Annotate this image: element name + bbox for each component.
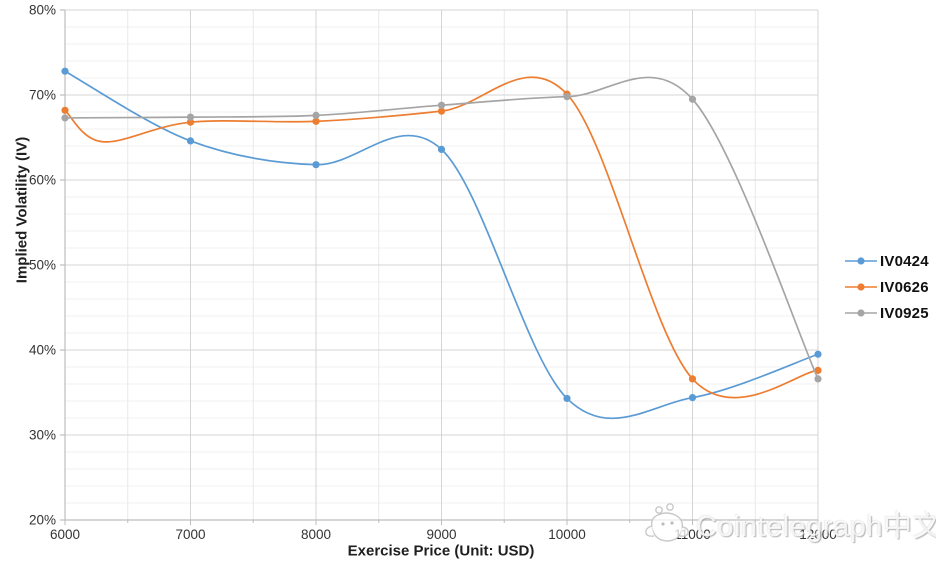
legend-marker-icon bbox=[845, 257, 877, 265]
data-point-IV0925 bbox=[688, 95, 697, 103]
y-tick-label: 50% bbox=[29, 258, 56, 273]
data-point-IV0626 bbox=[312, 117, 320, 125]
legend-item-iv0626: IV0626 bbox=[845, 274, 929, 300]
data-point-IV0424 bbox=[312, 161, 320, 169]
x-tick-label: 9000 bbox=[426, 527, 456, 542]
data-point-IV0424 bbox=[563, 394, 571, 403]
data-point-IV0424 bbox=[814, 350, 822, 358]
y-axis-title: Implied Volatility (IV) bbox=[13, 136, 31, 284]
data-point-IV0925 bbox=[312, 111, 320, 119]
data-point-IV0424 bbox=[437, 145, 446, 153]
y-tick-label: 40% bbox=[29, 343, 56, 358]
legend-marker-icon bbox=[845, 309, 877, 317]
axes bbox=[60, 9, 819, 525]
x-axis-title: Exercise Price (Unit: USD) bbox=[347, 542, 535, 560]
major-gridlines bbox=[64, 9, 819, 521]
y-axis-tick-labels: 20% 30% 40% 50% 60% 70% 80% bbox=[29, 3, 56, 528]
data-point-IV0626 bbox=[61, 106, 69, 114]
data-point-IV0626 bbox=[688, 375, 697, 383]
legend-label: IV0925 bbox=[880, 304, 929, 322]
legend-marker-icon bbox=[845, 283, 877, 291]
data-point-IV0925 bbox=[814, 375, 822, 383]
data-point-IV0424 bbox=[61, 67, 69, 75]
data-point-IV0925 bbox=[563, 93, 571, 101]
y-tick-label: 60% bbox=[29, 173, 56, 188]
data-point-IV0925 bbox=[61, 114, 69, 122]
data-point-IV0626 bbox=[437, 107, 446, 115]
data-point-IV0424 bbox=[186, 137, 195, 145]
x-tick-label: 12000 bbox=[799, 527, 837, 542]
data-point-IV0424 bbox=[688, 394, 697, 402]
x-tick-label: 7000 bbox=[175, 527, 205, 542]
legend-label: IV0626 bbox=[880, 278, 929, 296]
x-tick-label: 10000 bbox=[548, 527, 586, 542]
series-markers-IV0424 bbox=[61, 67, 822, 403]
y-tick-label: 20% bbox=[29, 513, 56, 528]
legend: IV0424 IV0626 IV0925 bbox=[845, 248, 929, 326]
x-tick-label: 8000 bbox=[301, 527, 331, 542]
data-point-IV0925 bbox=[437, 101, 446, 109]
y-tick-label: 30% bbox=[29, 428, 56, 443]
legend-item-iv0925: IV0925 bbox=[845, 300, 929, 326]
y-tick-label: 70% bbox=[29, 88, 56, 103]
x-axis-tick-labels: 6000 7000 8000 9000 10000 11000 12000 bbox=[50, 527, 837, 542]
legend-label: IV0424 bbox=[880, 252, 929, 270]
x-tick-label: 11000 bbox=[674, 527, 711, 542]
data-point-IV0626 bbox=[814, 366, 822, 374]
legend-item-iv0424: IV0424 bbox=[845, 248, 929, 274]
y-tick-label: 80% bbox=[29, 3, 56, 18]
data-point-IV0925 bbox=[186, 113, 195, 121]
series-markers-IV0925 bbox=[61, 93, 822, 383]
x-tick-label: 6000 bbox=[50, 527, 80, 542]
data-point-IV0626 bbox=[186, 118, 195, 126]
